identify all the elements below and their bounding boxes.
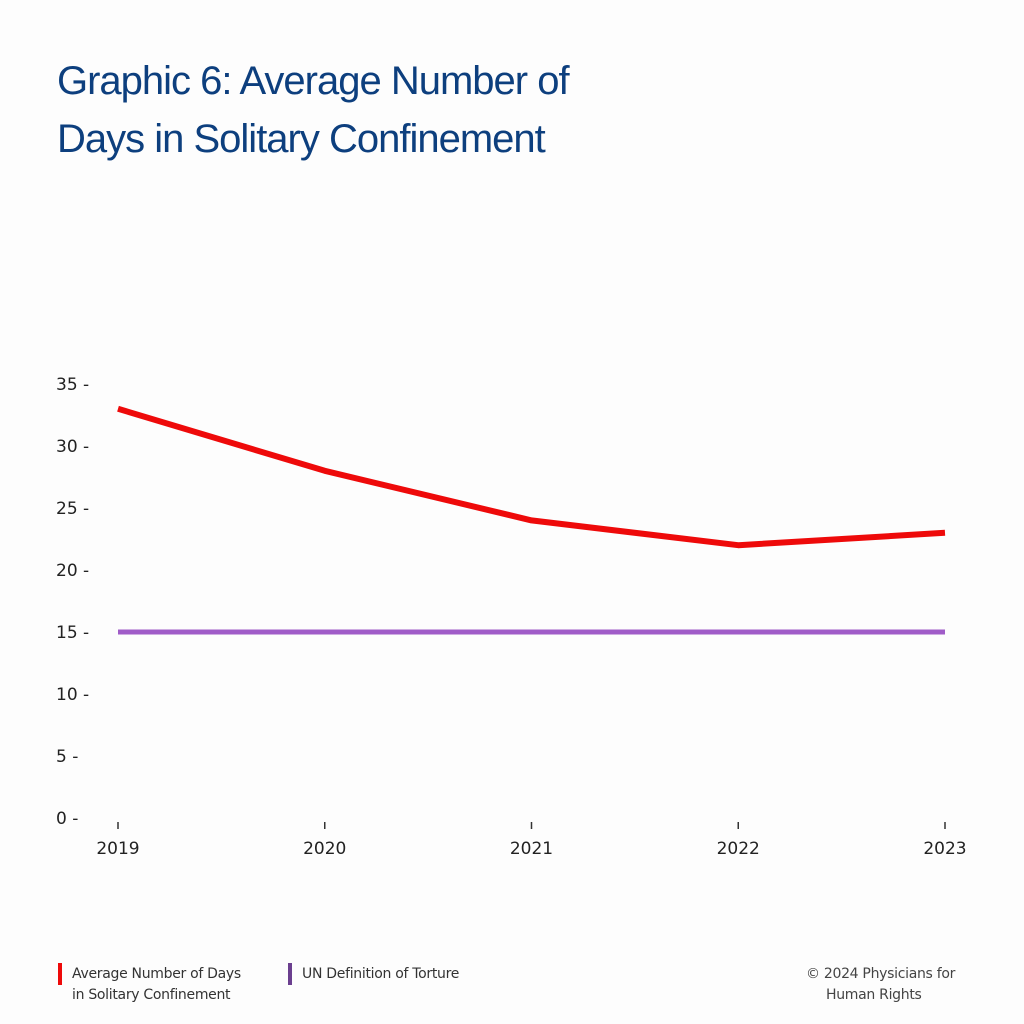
chart-title: Graphic 6: Average Number of Days in Sol… xyxy=(57,59,570,161)
legend-label-line2: in Solitary Confinement xyxy=(72,987,231,1003)
y-tick-label: 25 - xyxy=(56,499,89,519)
legend-label-line1: Average Number of Days xyxy=(72,966,241,982)
y-tick-label: 10 - xyxy=(56,685,89,705)
y-tick-label: 30 - xyxy=(56,437,89,457)
x-tick-label: 2020 xyxy=(303,839,346,859)
legend-label: UN Definition of Torture xyxy=(302,966,460,982)
y-tick-label: 20 - xyxy=(56,561,89,581)
series-line-average-days xyxy=(117,405,946,549)
legend-item-average-days: Average Number of Days in Solitary Confi… xyxy=(58,963,241,1006)
legend-swatch-red xyxy=(58,963,62,985)
legend-swatch-purple xyxy=(288,963,292,985)
copyright-credit: © 2024 Physicians for Human Rights xyxy=(806,964,955,1006)
y-tick-label: 0 - xyxy=(56,809,78,829)
x-tick-label: 2019 xyxy=(96,839,139,859)
x-tick-label: 2023 xyxy=(923,839,966,859)
y-tick-label: 5 - xyxy=(56,747,78,767)
x-tick-label: 2022 xyxy=(717,839,760,859)
x-tick-label: 2021 xyxy=(510,839,553,859)
credit-line1: © 2024 Physicians for xyxy=(806,966,956,982)
legend-item-un-torture: UN Definition of Torture xyxy=(288,963,460,985)
credit-line2: Human Rights xyxy=(826,987,922,1003)
y-tick-label: 35 - xyxy=(56,375,89,395)
y-tick-label: 15 - xyxy=(56,623,89,643)
